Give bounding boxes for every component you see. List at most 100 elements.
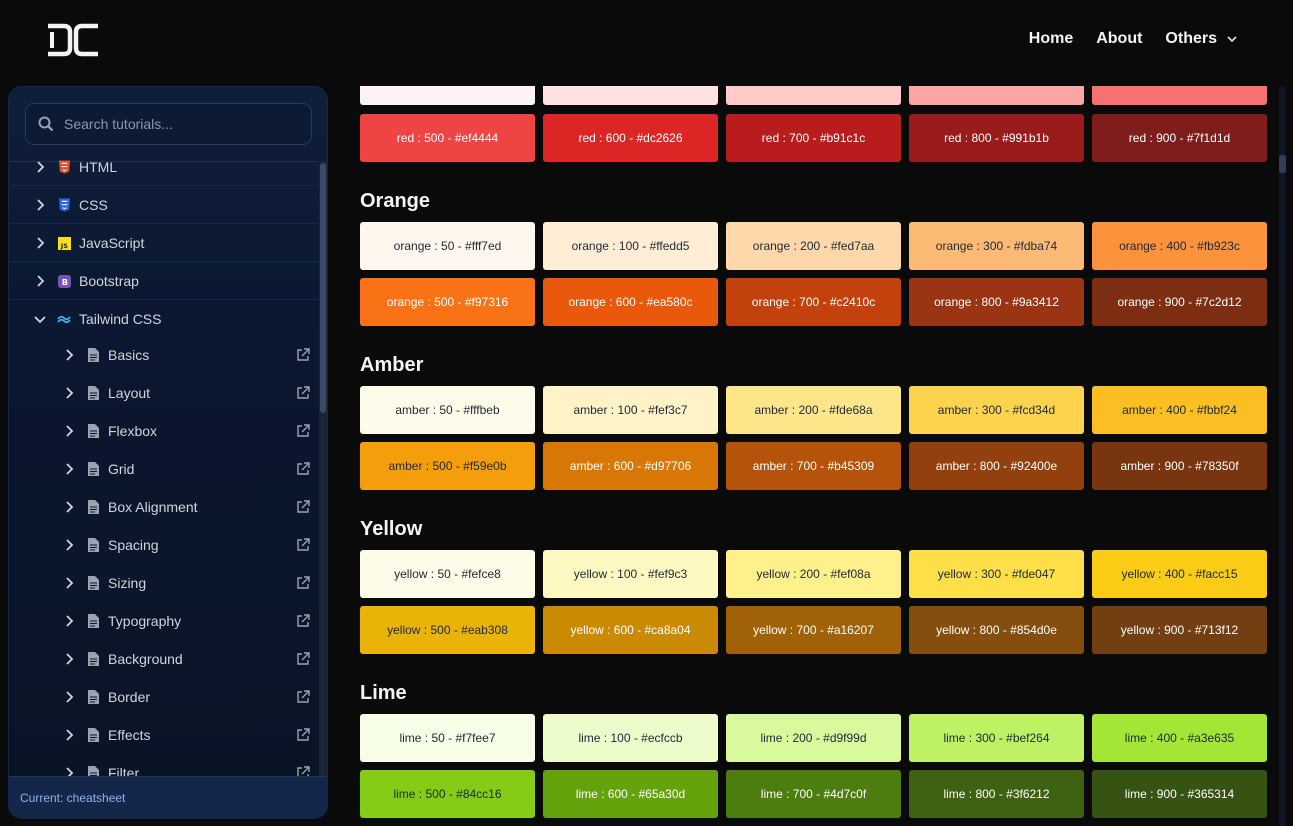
color-swatch[interactable]: lime : 800 - #3f6212 <box>909 770 1084 818</box>
chevron-right-icon[interactable] <box>62 462 76 476</box>
chevron-down-icon[interactable] <box>33 312 47 326</box>
chevron-right-icon[interactable] <box>62 652 76 666</box>
site-logo[interactable] <box>46 23 100 57</box>
sidebar-subitem-typography[interactable]: Typography <box>62 602 310 640</box>
color-swatch[interactable]: red : 300 - #fca5a5 <box>909 86 1084 105</box>
external-link-icon[interactable] <box>296 690 310 704</box>
chevron-right-icon[interactable] <box>62 576 76 590</box>
external-link-icon[interactable] <box>296 576 310 590</box>
color-swatch[interactable]: lime : 500 - #84cc16 <box>360 770 535 818</box>
nav-home[interactable]: Home <box>1028 30 1074 47</box>
sidebar-subitem-box-alignment[interactable]: Box Alignment <box>62 488 310 526</box>
color-swatch[interactable]: amber : 50 - #fffbeb <box>360 386 535 434</box>
color-swatch[interactable]: orange : 800 - #9a3412 <box>909 278 1084 326</box>
color-swatch[interactable]: amber : 100 - #fef3c7 <box>543 386 718 434</box>
nav-others[interactable]: Others <box>1165 30 1238 48</box>
sidebar-scroll-thumb[interactable] <box>320 163 326 413</box>
sidebar-subitem-basics[interactable]: Basics <box>62 336 310 374</box>
sidebar-item-css[interactable]: CSS <box>33 186 323 224</box>
sidebar-subitem-border[interactable]: Border <box>62 678 310 716</box>
external-link-icon[interactable] <box>296 614 310 628</box>
color-swatch[interactable]: orange : 50 - #fff7ed <box>360 222 535 270</box>
chevron-right-icon[interactable] <box>62 690 76 704</box>
external-link-icon[interactable] <box>296 348 310 362</box>
external-link-icon[interactable] <box>296 500 310 514</box>
sidebar-subitem-spacing[interactable]: Spacing <box>62 526 310 564</box>
chevron-right-icon[interactable] <box>33 160 47 174</box>
chevron-right-icon[interactable] <box>62 424 76 438</box>
sidebar-subitem-layout[interactable]: Layout <box>62 374 310 412</box>
sidebar-item-javascript[interactable]: JS JavaScript <box>33 224 323 262</box>
page-scrollbar[interactable] <box>1279 86 1286 826</box>
color-swatch[interactable]: yellow : 300 - #fde047 <box>909 550 1084 598</box>
chevron-right-icon[interactable] <box>62 614 76 628</box>
color-swatch[interactable]: orange : 400 - #fb923c <box>1092 222 1267 270</box>
external-link-icon[interactable] <box>296 652 310 666</box>
sidebar-subitem-background[interactable]: Background <box>62 640 310 678</box>
sidebar-subitem-flexbox[interactable]: Flexbox <box>62 412 310 450</box>
color-swatch[interactable]: lime : 300 - #bef264 <box>909 714 1084 762</box>
color-swatch[interactable]: amber : 400 - #fbbf24 <box>1092 386 1267 434</box>
color-swatch[interactable]: red : 200 - #fecaca <box>726 86 901 105</box>
color-swatch[interactable]: yellow : 900 - #713f12 <box>1092 606 1267 654</box>
color-swatch[interactable]: red : 500 - #ef4444 <box>360 114 535 162</box>
search-input[interactable] <box>64 116 284 132</box>
search-box[interactable] <box>25 103 312 145</box>
color-swatch[interactable]: red : 900 - #7f1d1d <box>1092 114 1267 162</box>
sidebar-subitem-sizing[interactable]: Sizing <box>62 564 310 602</box>
color-swatch[interactable]: yellow : 800 - #854d0e <box>909 606 1084 654</box>
sidebar-subitem-grid[interactable]: Grid <box>62 450 310 488</box>
chevron-right-icon[interactable] <box>62 728 76 742</box>
color-swatch[interactable]: orange : 700 - #c2410c <box>726 278 901 326</box>
sidebar-item-html[interactable]: HTML <box>33 148 323 186</box>
color-swatch[interactable]: red : 800 - #991b1b <box>909 114 1084 162</box>
color-swatch[interactable]: orange : 600 - #ea580c <box>543 278 718 326</box>
color-swatch[interactable]: red : 100 - #fee2e2 <box>543 86 718 105</box>
external-link-icon[interactable] <box>296 462 310 476</box>
external-link-icon[interactable] <box>296 424 310 438</box>
sidebar-item-tailwind-css[interactable]: Tailwind CSS <box>33 300 323 338</box>
sidebar-subitem-effects[interactable]: Effects <box>62 716 310 754</box>
chevron-right-icon[interactable] <box>33 236 47 250</box>
chevron-right-icon[interactable] <box>62 348 76 362</box>
color-swatch[interactable]: red : 700 - #b91c1c <box>726 114 901 162</box>
color-swatch[interactable]: orange : 100 - #ffedd5 <box>543 222 718 270</box>
page-scroll-thumb[interactable] <box>1279 155 1286 173</box>
external-link-icon[interactable] <box>296 386 310 400</box>
color-swatch[interactable]: red : 50 - #fef2f2 <box>360 86 535 105</box>
color-swatch[interactable]: lime : 600 - #65a30d <box>543 770 718 818</box>
color-swatch[interactable]: orange : 200 - #fed7aa <box>726 222 901 270</box>
color-swatch[interactable]: yellow : 600 - #ca8a04 <box>543 606 718 654</box>
color-swatch[interactable]: red : 600 - #dc2626 <box>543 114 718 162</box>
color-swatch[interactable]: amber : 700 - #b45309 <box>726 442 901 490</box>
color-swatch[interactable]: lime : 400 - #a3e635 <box>1092 714 1267 762</box>
color-swatch[interactable]: lime : 900 - #365314 <box>1092 770 1267 818</box>
color-swatch[interactable]: amber : 200 - #fde68a <box>726 386 901 434</box>
chevron-right-icon[interactable] <box>62 500 76 514</box>
chevron-right-icon[interactable] <box>33 198 47 212</box>
chevron-right-icon[interactable] <box>62 386 76 400</box>
sidebar-scrollbar[interactable] <box>319 161 327 777</box>
color-swatch[interactable]: orange : 500 - #f97316 <box>360 278 535 326</box>
color-swatch[interactable]: yellow : 100 - #fef9c3 <box>543 550 718 598</box>
color-swatch[interactable]: lime : 50 - #f7fee7 <box>360 714 535 762</box>
color-swatch[interactable]: yellow : 50 - #fefce8 <box>360 550 535 598</box>
color-swatch[interactable]: orange : 300 - #fdba74 <box>909 222 1084 270</box>
color-swatch[interactable]: red : 400 - #f87171 <box>1092 86 1267 105</box>
color-swatch[interactable]: yellow : 200 - #fef08a <box>726 550 901 598</box>
chevron-right-icon[interactable] <box>62 538 76 552</box>
color-swatch[interactable]: yellow : 700 - #a16207 <box>726 606 901 654</box>
color-swatch[interactable]: amber : 300 - #fcd34d <box>909 386 1084 434</box>
color-swatch[interactable]: amber : 600 - #d97706 <box>543 442 718 490</box>
nav-about[interactable]: About <box>1096 30 1143 47</box>
color-swatch[interactable]: yellow : 500 - #eab308 <box>360 606 535 654</box>
sidebar-item-bootstrap[interactable]: B Bootstrap <box>33 262 323 300</box>
color-swatch[interactable]: amber : 500 - #f59e0b <box>360 442 535 490</box>
color-swatch[interactable]: lime : 700 - #4d7c0f <box>726 770 901 818</box>
color-swatch[interactable]: amber : 900 - #78350f <box>1092 442 1267 490</box>
external-link-icon[interactable] <box>296 538 310 552</box>
chevron-right-icon[interactable] <box>33 274 47 288</box>
color-swatch[interactable]: amber : 800 - #92400e <box>909 442 1084 490</box>
external-link-icon[interactable] <box>296 728 310 742</box>
color-swatch[interactable]: lime : 200 - #d9f99d <box>726 714 901 762</box>
